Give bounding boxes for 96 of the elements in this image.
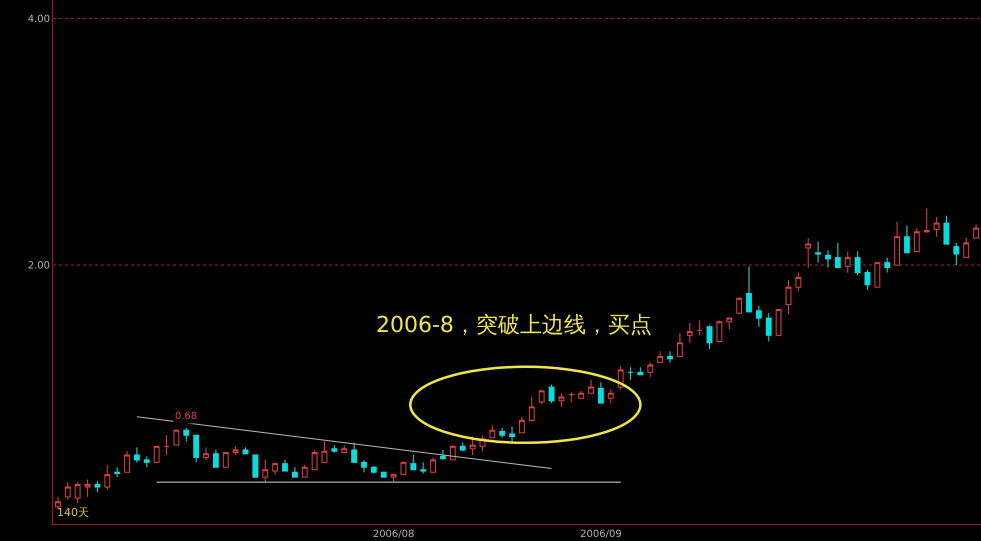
candlestick xyxy=(499,427,506,438)
candlestick xyxy=(124,450,130,473)
candlestick xyxy=(667,350,673,363)
candlestick xyxy=(548,384,554,404)
candlestick xyxy=(825,250,831,268)
candlestick xyxy=(450,444,456,460)
candlestick xyxy=(460,442,466,452)
candlestick xyxy=(568,392,574,402)
candlestick xyxy=(380,472,387,478)
candlestick xyxy=(844,251,851,273)
candlestick xyxy=(489,424,496,438)
candlestick xyxy=(706,325,712,350)
candlestick xyxy=(390,474,397,483)
candlestick xyxy=(292,466,298,478)
x-tick-label: 2006/09 xyxy=(580,529,622,540)
candlestick xyxy=(509,426,515,442)
candlestick xyxy=(884,257,890,273)
candlestick xyxy=(944,215,950,245)
candlestick xyxy=(924,208,930,234)
candlestick xyxy=(894,221,900,266)
candlestick xyxy=(746,266,752,312)
candlestick xyxy=(766,312,772,342)
candlestick xyxy=(84,479,90,498)
candlestick xyxy=(716,320,722,342)
candlestick xyxy=(904,225,910,254)
candlestick xyxy=(874,262,880,288)
annotation: 140天 xyxy=(57,506,89,519)
candlestick xyxy=(232,446,239,456)
candlestick xyxy=(74,482,81,504)
candlestick xyxy=(934,216,940,238)
candlestick xyxy=(608,389,614,404)
candlestick xyxy=(558,392,564,408)
candlestick xyxy=(312,450,318,470)
candlestick xyxy=(756,305,762,328)
candlestick xyxy=(222,452,229,468)
candlestick xyxy=(676,332,683,357)
candlestick xyxy=(94,480,100,492)
candlestick xyxy=(440,450,446,460)
candlestick xyxy=(262,459,268,483)
candlestick xyxy=(726,318,732,330)
candlestick xyxy=(302,464,308,478)
candlestick xyxy=(272,462,278,476)
candlestick xyxy=(164,434,170,456)
candlestick xyxy=(736,296,742,315)
y-tick-label: 2.00 xyxy=(28,260,50,272)
candlestick xyxy=(470,436,476,456)
candlestick xyxy=(351,442,358,463)
candlestick xyxy=(144,456,150,468)
candlestick xyxy=(64,482,71,500)
candlestick xyxy=(864,270,870,290)
candlestick xyxy=(183,427,190,442)
x-tick-label: 2006/08 xyxy=(372,529,414,540)
candlestick xyxy=(282,459,288,472)
candlestick xyxy=(776,308,782,336)
candlestick xyxy=(193,434,200,463)
candlestick xyxy=(696,320,703,336)
candlestick xyxy=(242,447,248,454)
candlestick xyxy=(331,444,338,453)
candlestick xyxy=(361,459,367,473)
candlestick xyxy=(963,237,970,258)
candlestick xyxy=(628,366,634,380)
annotation: 0.68 xyxy=(175,411,198,422)
candlestick xyxy=(953,242,960,266)
candlestick xyxy=(252,454,258,478)
candlestick xyxy=(815,241,822,264)
candlestick xyxy=(647,362,654,378)
candlestick xyxy=(538,389,545,405)
candlestick xyxy=(657,350,664,363)
candlestick xyxy=(104,464,110,490)
candlestick xyxy=(430,456,436,473)
candlestick xyxy=(519,416,525,434)
candlestick xyxy=(834,242,841,268)
candlestick xyxy=(410,454,416,470)
candlestick xyxy=(400,462,406,476)
annotation: 2006-8，突破上边线，买点 xyxy=(376,313,652,338)
candlestick xyxy=(322,440,328,463)
candlestick xyxy=(795,272,802,292)
candlestick xyxy=(588,379,594,394)
candlestick xyxy=(370,466,377,474)
candlestick xyxy=(854,251,861,276)
y-tick-label: 4.00 xyxy=(28,14,50,25)
candlestick xyxy=(598,382,604,404)
candlestick xyxy=(341,444,348,453)
candlestick xyxy=(420,462,426,474)
candlestick xyxy=(114,466,120,478)
candlestick xyxy=(212,450,219,468)
candlestick xyxy=(154,446,160,463)
candlestick xyxy=(786,279,792,315)
candlestick xyxy=(805,237,812,268)
candlestick xyxy=(173,430,180,446)
candlestick xyxy=(528,396,535,422)
candlestick xyxy=(637,366,644,376)
candlestick xyxy=(914,228,920,252)
candlestick xyxy=(203,447,209,460)
candlestick xyxy=(686,322,693,344)
candlestick xyxy=(134,447,140,463)
